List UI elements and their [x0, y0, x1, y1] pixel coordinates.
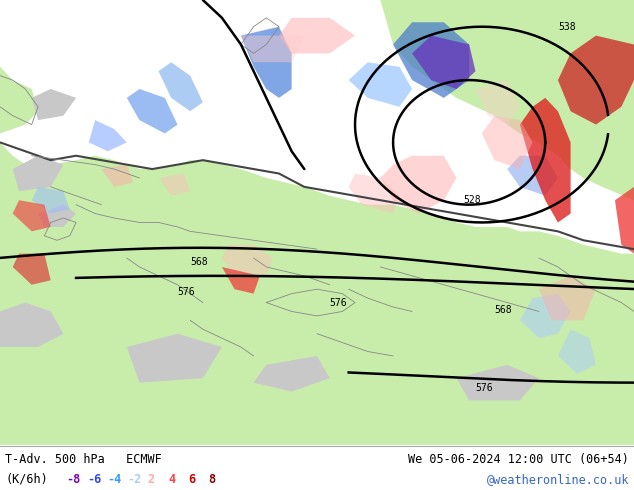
Polygon shape [615, 187, 634, 254]
Polygon shape [222, 267, 260, 294]
Text: We 05-06-2024 12:00 UTC (06+54): We 05-06-2024 12:00 UTC (06+54) [408, 453, 629, 466]
Polygon shape [520, 98, 571, 222]
Text: -4: -4 [107, 473, 121, 486]
Polygon shape [476, 80, 520, 124]
Polygon shape [380, 0, 634, 200]
Polygon shape [13, 200, 51, 231]
Polygon shape [279, 18, 355, 53]
Polygon shape [89, 120, 127, 151]
Text: 576: 576 [178, 287, 195, 297]
Text: 528: 528 [463, 195, 481, 205]
Polygon shape [241, 36, 304, 62]
Polygon shape [254, 356, 330, 392]
Text: 4: 4 [168, 473, 175, 486]
Text: 576: 576 [476, 383, 493, 392]
Polygon shape [0, 67, 38, 133]
Polygon shape [0, 143, 634, 445]
Polygon shape [349, 173, 399, 214]
Text: @weatheronline.co.uk: @weatheronline.co.uk [486, 473, 629, 486]
Text: 568: 568 [190, 257, 208, 267]
Text: T-Adv. 500 hPa   ECMWF: T-Adv. 500 hPa ECMWF [5, 453, 162, 466]
Text: 6: 6 [188, 473, 195, 486]
Text: -8: -8 [67, 473, 81, 486]
Text: 538: 538 [558, 22, 576, 32]
Text: -2: -2 [127, 473, 141, 486]
Polygon shape [539, 276, 596, 320]
Polygon shape [101, 165, 133, 187]
Polygon shape [507, 156, 558, 196]
Text: 576: 576 [330, 298, 347, 308]
Polygon shape [127, 334, 222, 383]
Text: (K/6h): (K/6h) [5, 473, 48, 486]
Polygon shape [558, 36, 634, 124]
Polygon shape [0, 302, 63, 347]
Text: 568: 568 [495, 305, 512, 315]
Polygon shape [158, 62, 203, 111]
Polygon shape [380, 156, 456, 214]
Polygon shape [13, 156, 63, 191]
Polygon shape [241, 26, 292, 98]
Polygon shape [520, 294, 571, 338]
Polygon shape [393, 22, 469, 98]
Text: 2: 2 [148, 473, 155, 486]
Text: -6: -6 [87, 473, 101, 486]
Polygon shape [412, 36, 476, 89]
Polygon shape [127, 89, 178, 133]
Polygon shape [13, 254, 51, 285]
Polygon shape [456, 365, 539, 400]
Polygon shape [32, 187, 70, 214]
Polygon shape [349, 62, 412, 107]
Polygon shape [32, 89, 76, 120]
Polygon shape [38, 205, 76, 227]
Polygon shape [482, 116, 533, 169]
Polygon shape [158, 173, 190, 196]
Polygon shape [558, 329, 596, 374]
Polygon shape [222, 245, 273, 276]
Text: 8: 8 [209, 473, 216, 486]
